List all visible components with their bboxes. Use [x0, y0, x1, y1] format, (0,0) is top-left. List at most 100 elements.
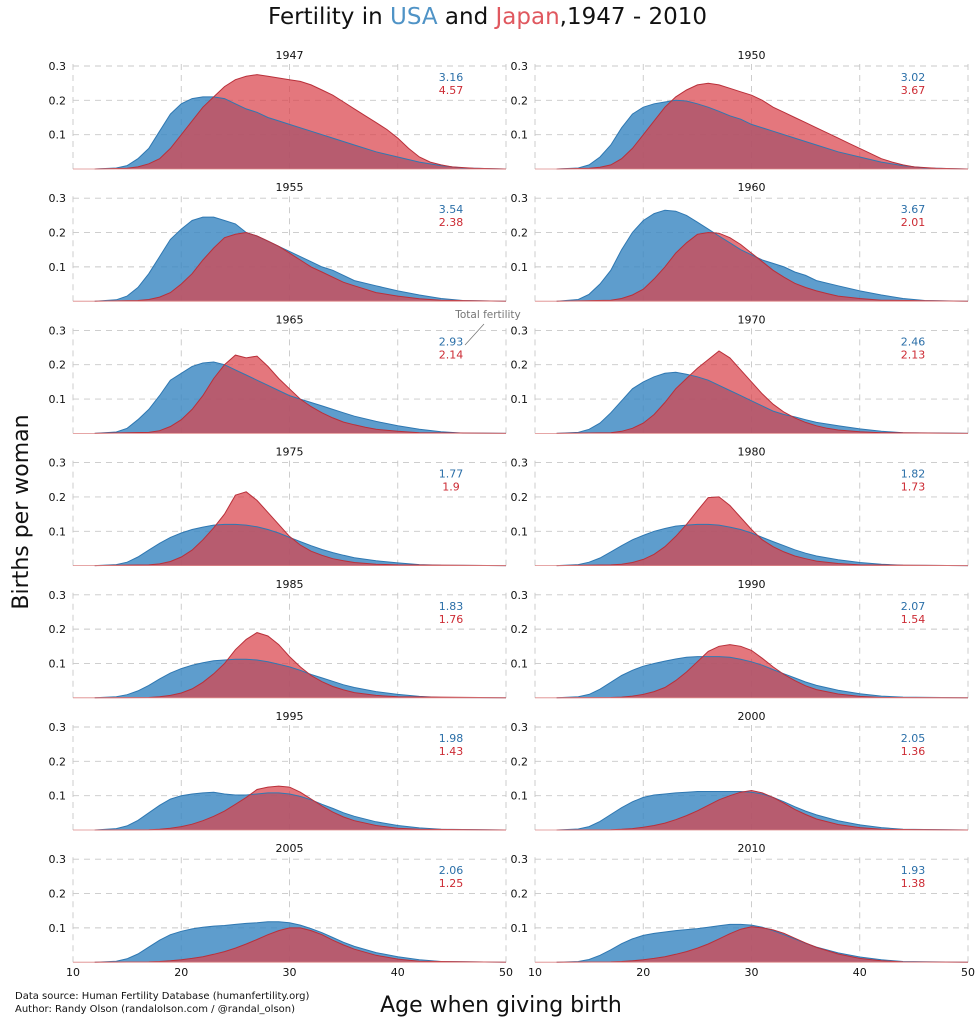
usa-total-1995: 1.98	[439, 732, 464, 745]
japan-line-1947	[94, 74, 507, 170]
japan-total-1955: 2.38	[439, 216, 464, 229]
japan-total-1947: 4.57	[439, 84, 464, 97]
japan-area-1970	[556, 351, 968, 434]
y-tick-label-0.1: 0.1	[49, 790, 67, 803]
panel-year-1980: 1980	[738, 446, 766, 459]
panel-year-2005: 2005	[276, 842, 304, 855]
x-tick-label-30: 30	[745, 966, 759, 979]
usa-total-1990: 2.07	[901, 600, 926, 613]
japan-line-1985	[94, 632, 507, 699]
y-tick-label-0.1: 0.1	[511, 790, 529, 803]
y-tick-label-0.3: 0.3	[511, 60, 529, 73]
y-tick-label-0.1: 0.1	[49, 922, 67, 935]
x-axis-label: Age when giving birth	[380, 993, 622, 1018]
panel-year-2000: 2000	[738, 710, 766, 723]
japan-total-1975: 1.9	[442, 481, 460, 494]
y-tick-label-0.1: 0.1	[49, 393, 67, 406]
panel-year-1965: 1965	[276, 313, 304, 326]
title-japan: Japan	[495, 4, 560, 30]
y-tick-label-0.2: 0.2	[511, 755, 529, 768]
japan-total-2010: 1.38	[901, 877, 926, 890]
x-tick-label-10: 10	[528, 966, 542, 979]
panel-2005: 2005 0.1 0.2 0.3 2.061.25 10 20 30 40 50	[49, 842, 514, 979]
usa-line-1995	[94, 791, 507, 831]
x-tick-label-40: 40	[391, 966, 405, 979]
panel-1955: 1955 0.1 0.2 0.3 3.542.38	[49, 181, 507, 306]
y-tick-label-0.2: 0.2	[49, 94, 67, 107]
y-tick-label-0.2: 0.2	[511, 491, 529, 504]
japan-line-1965	[94, 354, 507, 434]
usa-total-1980: 1.82	[901, 468, 926, 481]
y-tick-label-0.3: 0.3	[49, 192, 67, 205]
usa-total-2000: 2.05	[901, 732, 926, 745]
x-tick-label-40: 40	[853, 966, 867, 979]
y-tick-label-0.3: 0.3	[511, 721, 529, 734]
japan-line-2005	[94, 927, 507, 963]
panel-1960: 1960 0.1 0.2 0.3 3.672.01	[511, 181, 969, 306]
japan-total-1990: 1.54	[901, 613, 926, 626]
panel-year-1947: 1947	[276, 49, 304, 62]
x-tick-label-30: 30	[283, 966, 297, 979]
usa-line-1947	[94, 96, 507, 170]
y-tick-label-0.2: 0.2	[511, 227, 529, 240]
usa-total-1985: 1.83	[439, 600, 464, 613]
japan-line-1990	[556, 644, 969, 699]
panel-1980: 1980 0.1 0.2 0.3 1.821.73	[511, 446, 969, 570]
y-tick-label-0.2: 0.2	[511, 359, 529, 372]
y-tick-label-0.1: 0.1	[511, 393, 529, 406]
title-prefix: Fertility in	[268, 4, 390, 30]
panel-year-1975: 1975	[276, 446, 304, 459]
usa-line-1990	[556, 656, 969, 699]
y-tick-label-0.3: 0.3	[49, 589, 67, 602]
y-tick-label-0.1: 0.1	[511, 525, 529, 538]
y-tick-label-0.3: 0.3	[49, 721, 67, 734]
y-tick-label-0.2: 0.2	[49, 623, 67, 636]
y-tick-label-0.3: 0.3	[511, 324, 529, 337]
annotation-leader-line	[464, 323, 485, 346]
y-tick-label-0.1: 0.1	[49, 129, 67, 142]
total-fertility-annotation: Total fertility	[454, 309, 521, 346]
y-tick-label-0.1: 0.1	[511, 261, 529, 274]
usa-line-2010	[556, 923, 969, 963]
panel-year-2010: 2010	[738, 842, 766, 855]
y-tick-label-0.2: 0.2	[49, 227, 67, 240]
y-tick-label-0.2: 0.2	[49, 359, 67, 372]
y-tick-label-0.3: 0.3	[511, 192, 529, 205]
y-tick-label-0.1: 0.1	[49, 657, 67, 670]
japan-area-1990	[556, 644, 968, 698]
japan-line-1960	[556, 231, 969, 302]
usa-line-1985	[94, 658, 507, 699]
usa-line-1975	[94, 523, 507, 567]
japan-total-1950: 3.67	[901, 84, 926, 97]
title-and: and	[437, 4, 496, 30]
y-tick-label-0.1: 0.1	[511, 922, 529, 935]
x-tick-label-10: 10	[66, 966, 80, 979]
panel-year-1970: 1970	[738, 313, 766, 326]
usa-total-1970: 2.46	[901, 335, 926, 348]
y-axis-label: Births per woman	[9, 414, 34, 609]
usa-total-2005: 2.06	[439, 864, 464, 877]
title-usa: USA	[390, 4, 438, 30]
panel-year-1990: 1990	[738, 578, 766, 591]
usa-line-1970	[556, 371, 969, 434]
japan-total-1960: 2.01	[901, 216, 926, 229]
y-tick-label-0.3: 0.3	[49, 457, 67, 470]
usa-line-1960	[556, 209, 969, 302]
y-tick-label-0.2: 0.2	[49, 755, 67, 768]
japan-area-1947	[94, 74, 506, 169]
x-tick-label-50: 50	[499, 966, 513, 979]
japan-line-1950	[556, 82, 969, 170]
annotation-text: Total fertility	[454, 309, 521, 321]
panel-1947: 1947 0.1 0.2 0.3 3.164.57	[49, 49, 507, 173]
y-tick-label-0.3: 0.3	[49, 60, 67, 73]
japan-area-1965	[94, 355, 506, 434]
japan-area-2005	[94, 927, 506, 963]
y-tick-label-0.3: 0.3	[511, 457, 529, 470]
x-tick-label-20: 20	[636, 966, 650, 979]
y-tick-label-0.1: 0.1	[49, 525, 67, 538]
y-tick-label-0.2: 0.2	[511, 94, 529, 107]
usa-total-1965: 2.93	[439, 335, 464, 348]
footer-author: Author: Randy Olson (randalolson.com / @…	[15, 1004, 296, 1015]
panel-1985: 1985 0.1 0.2 0.3 1.831.76	[49, 578, 507, 702]
japan-line-1955	[94, 231, 507, 302]
